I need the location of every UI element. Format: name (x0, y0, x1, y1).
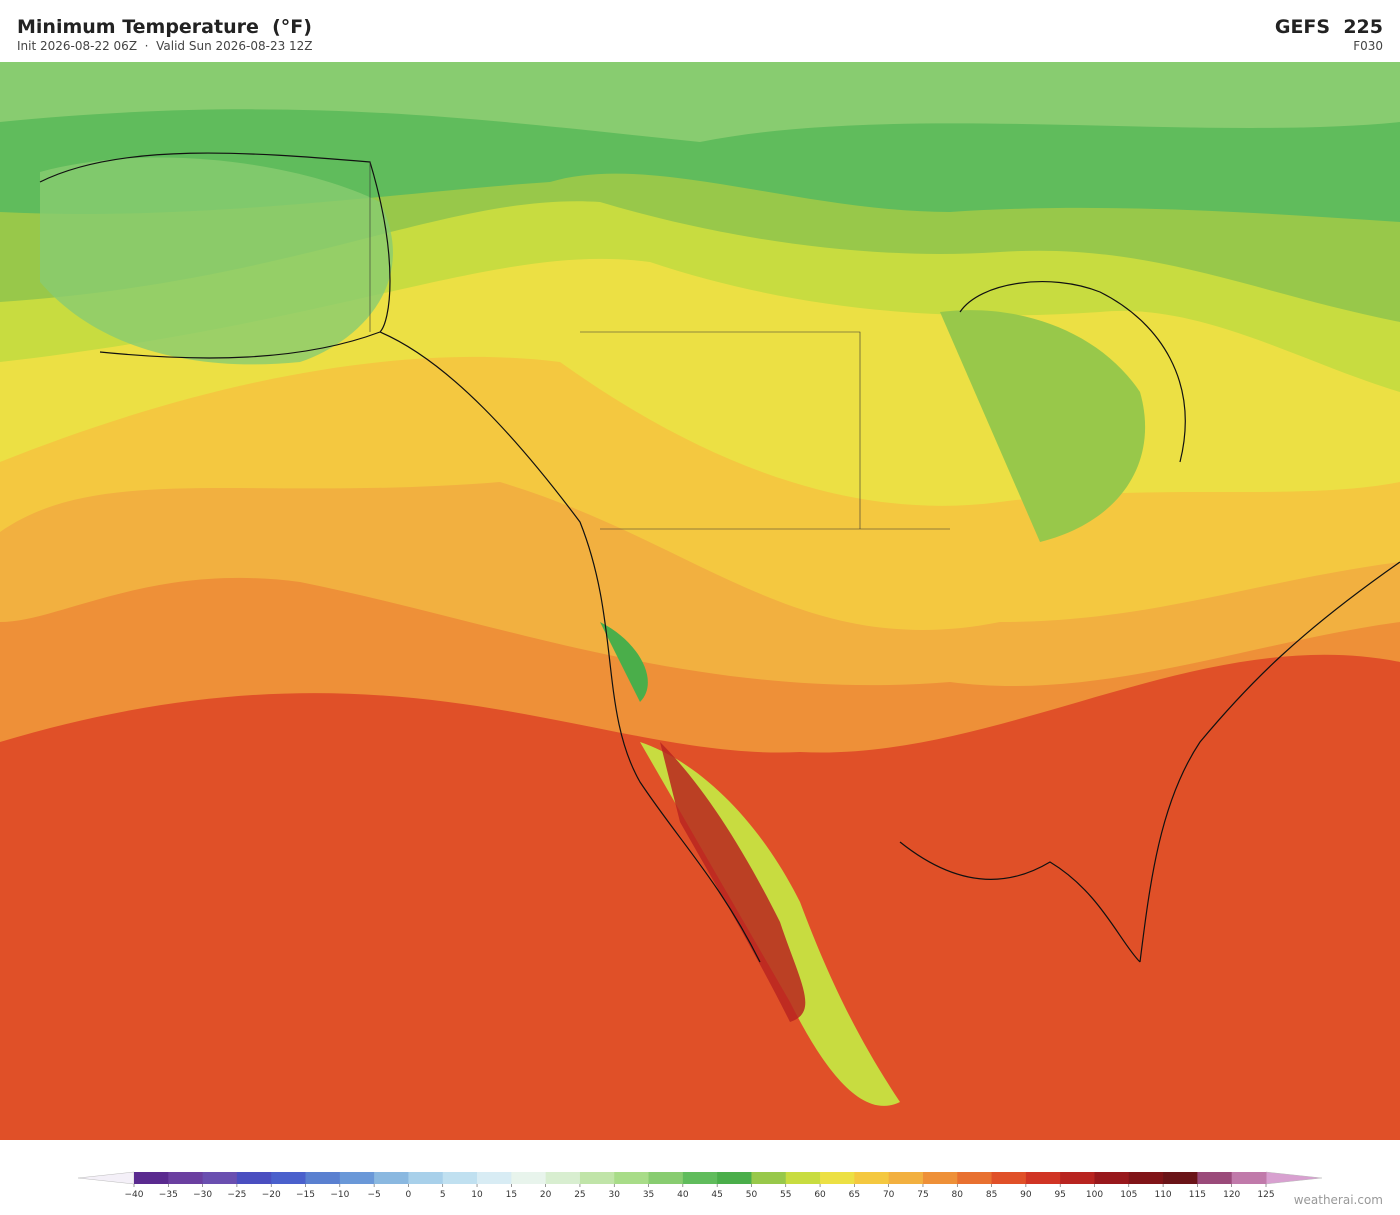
colorbar-swatch (1231, 1172, 1267, 1184)
colorbar-tick-label: 55 (780, 1190, 791, 1200)
colorbar-swatch (1197, 1172, 1233, 1184)
colorbar-tick-label: 105 (1120, 1190, 1137, 1200)
colorbar-swatch (408, 1172, 444, 1184)
colorbar-swatch (751, 1172, 787, 1184)
colorbar-swatch (168, 1172, 204, 1184)
colorbar-swatch (785, 1172, 821, 1184)
colorbar-tick-label: 85 (986, 1190, 997, 1200)
colorbar-tick-label: 60 (814, 1190, 826, 1200)
subtitle: Init 2026-08-22 06Z · Valid Sun 2026-08-… (17, 39, 313, 53)
colorbar-tick-label: 120 (1223, 1190, 1240, 1200)
colorbar: −40 −35 −30 −25 −20 −15 −10 −5 0 5 10 15 20 25 30 35 40 4… (77, 1171, 1323, 1200)
colorbar-swatch (1094, 1172, 1130, 1184)
colorbar-swatch (477, 1172, 512, 1184)
colorbar-swatch (820, 1172, 855, 1184)
colorbar-swatch (442, 1172, 478, 1184)
colorbar-tick-label: 115 (1189, 1190, 1206, 1200)
colorbar-swatch (1060, 1172, 1095, 1184)
colorbar-tick-label: 50 (746, 1190, 758, 1200)
colorbar-tick-label: 95 (1054, 1190, 1065, 1200)
colorbar-tick-label: 125 (1257, 1190, 1274, 1200)
colorbar-swatch (717, 1172, 752, 1184)
colorbar-tick-label: −5 (367, 1190, 380, 1200)
colorbar-swatch (134, 1172, 169, 1184)
colorbar-tick-label: −10 (330, 1190, 349, 1200)
colorbar-swatch (888, 1172, 924, 1184)
colorbar-tick-label: 5 (440, 1190, 446, 1200)
colorbar-tick-label: 90 (1020, 1190, 1032, 1200)
colorbar-tick-label: 35 (643, 1190, 654, 1200)
colorbar-swatch (202, 1172, 238, 1184)
colorbar-over (1265, 1171, 1323, 1185)
colorbar-tick-label: 30 (609, 1190, 621, 1200)
colorbar-tick-label: 65 (849, 1190, 860, 1200)
colorbar-tick-label: −35 (159, 1190, 178, 1200)
colorbar-swatch (957, 1172, 993, 1184)
colorbar-tick-label: 10 (471, 1190, 483, 1200)
credit: weatherai.com (1293, 1193, 1383, 1207)
colorbar-tick-label: 100 (1086, 1190, 1103, 1200)
colorbar-swatch (682, 1172, 718, 1184)
colorbar-under (77, 1171, 135, 1185)
colorbar-tick-label: −30 (193, 1190, 212, 1200)
forecast-hour: F030 (1353, 39, 1383, 53)
colorbar-tick-label: 15 (506, 1190, 517, 1200)
colorbar-swatch (579, 1172, 615, 1184)
model-name: GEFS 225 (1274, 16, 1383, 38)
colorbar-tick-label: 20 (540, 1190, 552, 1200)
colorbar-tick-label: −40 (125, 1190, 144, 1200)
colorbar-swatch (648, 1172, 684, 1184)
colorbar-swatch (374, 1172, 409, 1184)
colorbar-swatch (1163, 1172, 1198, 1184)
colorbar-tick-label: 110 (1154, 1190, 1171, 1200)
colorbar-tick-label: −15 (296, 1190, 315, 1200)
colorbar-swatch (1128, 1172, 1164, 1184)
colorbar-swatch (305, 1172, 341, 1184)
colorbar-tick-label: 45 (711, 1190, 722, 1200)
colorbar-swatch (614, 1172, 650, 1184)
colorbar-tick-label: 40 (677, 1190, 689, 1200)
colorbar-swatch (922, 1172, 958, 1184)
colorbar-swatch (511, 1172, 547, 1184)
colorbar-swatch (1025, 1172, 1061, 1184)
colorbar-tick-label: 0 (406, 1190, 412, 1200)
colorbar-tick-label: 25 (574, 1190, 585, 1200)
colorbar-swatch (991, 1172, 1027, 1184)
colorbar-swatch (339, 1172, 375, 1184)
colorbar-tick-label: 75 (917, 1190, 928, 1200)
colorbar-tick-label: 70 (883, 1190, 895, 1200)
colorbar-tick-label: −20 (262, 1190, 281, 1200)
colorbar-swatch (271, 1172, 307, 1184)
colorbar-tick-label: −25 (227, 1190, 246, 1200)
colorbar-swatch (545, 1172, 581, 1184)
title: Minimum Temperature (°F) (17, 16, 312, 38)
colorbar-tick-label: 80 (952, 1190, 964, 1200)
map (0, 62, 1400, 1140)
colorbar-swatch (236, 1172, 272, 1184)
colorbar-swatch (854, 1172, 890, 1184)
